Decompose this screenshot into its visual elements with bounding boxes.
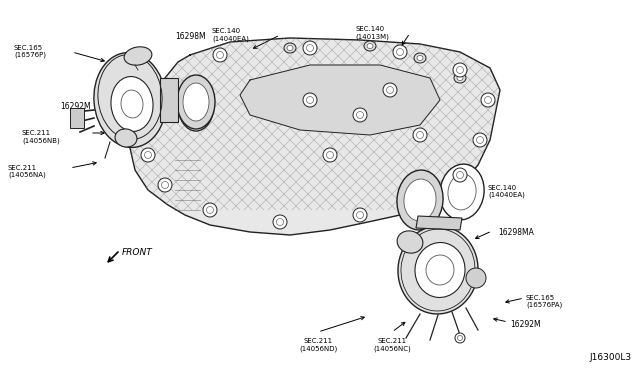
Polygon shape xyxy=(130,38,500,235)
Polygon shape xyxy=(416,216,462,230)
Text: 16298MA: 16298MA xyxy=(498,228,534,237)
Text: SEC.211
(14056NB): SEC.211 (14056NB) xyxy=(22,130,60,144)
Text: SEC.140
(14040EA): SEC.140 (14040EA) xyxy=(488,185,525,199)
Ellipse shape xyxy=(367,44,373,48)
Circle shape xyxy=(323,148,337,162)
Circle shape xyxy=(383,83,397,97)
Circle shape xyxy=(141,113,155,127)
Circle shape xyxy=(353,208,367,222)
Ellipse shape xyxy=(398,226,478,314)
Circle shape xyxy=(303,93,317,107)
Ellipse shape xyxy=(177,75,215,129)
Circle shape xyxy=(481,93,495,107)
Ellipse shape xyxy=(124,47,152,65)
Ellipse shape xyxy=(414,53,426,63)
Circle shape xyxy=(466,268,486,288)
Ellipse shape xyxy=(287,45,293,51)
Circle shape xyxy=(453,63,467,77)
Ellipse shape xyxy=(454,73,466,83)
Text: 16298M: 16298M xyxy=(175,32,205,41)
Bar xyxy=(160,78,178,122)
Text: J16300L3: J16300L3 xyxy=(590,353,632,362)
Circle shape xyxy=(455,333,465,343)
Text: SEC.165
(16576PA): SEC.165 (16576PA) xyxy=(526,295,563,308)
Ellipse shape xyxy=(111,77,153,131)
Text: 16292M: 16292M xyxy=(510,320,541,329)
Circle shape xyxy=(453,168,467,182)
Ellipse shape xyxy=(185,89,207,121)
Ellipse shape xyxy=(415,243,465,298)
Circle shape xyxy=(353,108,367,122)
Ellipse shape xyxy=(284,43,296,53)
Circle shape xyxy=(413,128,427,142)
Text: SEC.211
(14056NC): SEC.211 (14056NC) xyxy=(373,338,411,352)
Ellipse shape xyxy=(364,41,376,51)
Ellipse shape xyxy=(397,170,443,230)
Polygon shape xyxy=(240,65,440,135)
Text: SEC.165
(16576P): SEC.165 (16576P) xyxy=(14,45,46,58)
Ellipse shape xyxy=(417,55,423,61)
Circle shape xyxy=(473,133,487,147)
Circle shape xyxy=(303,41,317,55)
Text: SEC.140
(14040EA): SEC.140 (14040EA) xyxy=(212,28,249,42)
Circle shape xyxy=(273,215,287,229)
Ellipse shape xyxy=(457,76,463,80)
Text: SEC.140
(14013M): SEC.140 (14013M) xyxy=(355,26,389,39)
Ellipse shape xyxy=(178,79,214,131)
Text: 16292M: 16292M xyxy=(60,102,91,111)
Circle shape xyxy=(393,45,407,59)
Circle shape xyxy=(141,148,155,162)
Text: FRONT: FRONT xyxy=(122,248,153,257)
Circle shape xyxy=(213,48,227,62)
Text: SEC.211
(14056NA): SEC.211 (14056NA) xyxy=(8,165,45,179)
Bar xyxy=(70,108,84,128)
Ellipse shape xyxy=(404,179,436,221)
Ellipse shape xyxy=(440,164,484,220)
Ellipse shape xyxy=(94,52,166,147)
Ellipse shape xyxy=(115,129,137,147)
Text: SEC.211
(14056ND): SEC.211 (14056ND) xyxy=(299,338,337,352)
Circle shape xyxy=(158,178,172,192)
Ellipse shape xyxy=(448,174,476,210)
Circle shape xyxy=(203,203,217,217)
Ellipse shape xyxy=(397,231,423,253)
Ellipse shape xyxy=(183,83,209,121)
